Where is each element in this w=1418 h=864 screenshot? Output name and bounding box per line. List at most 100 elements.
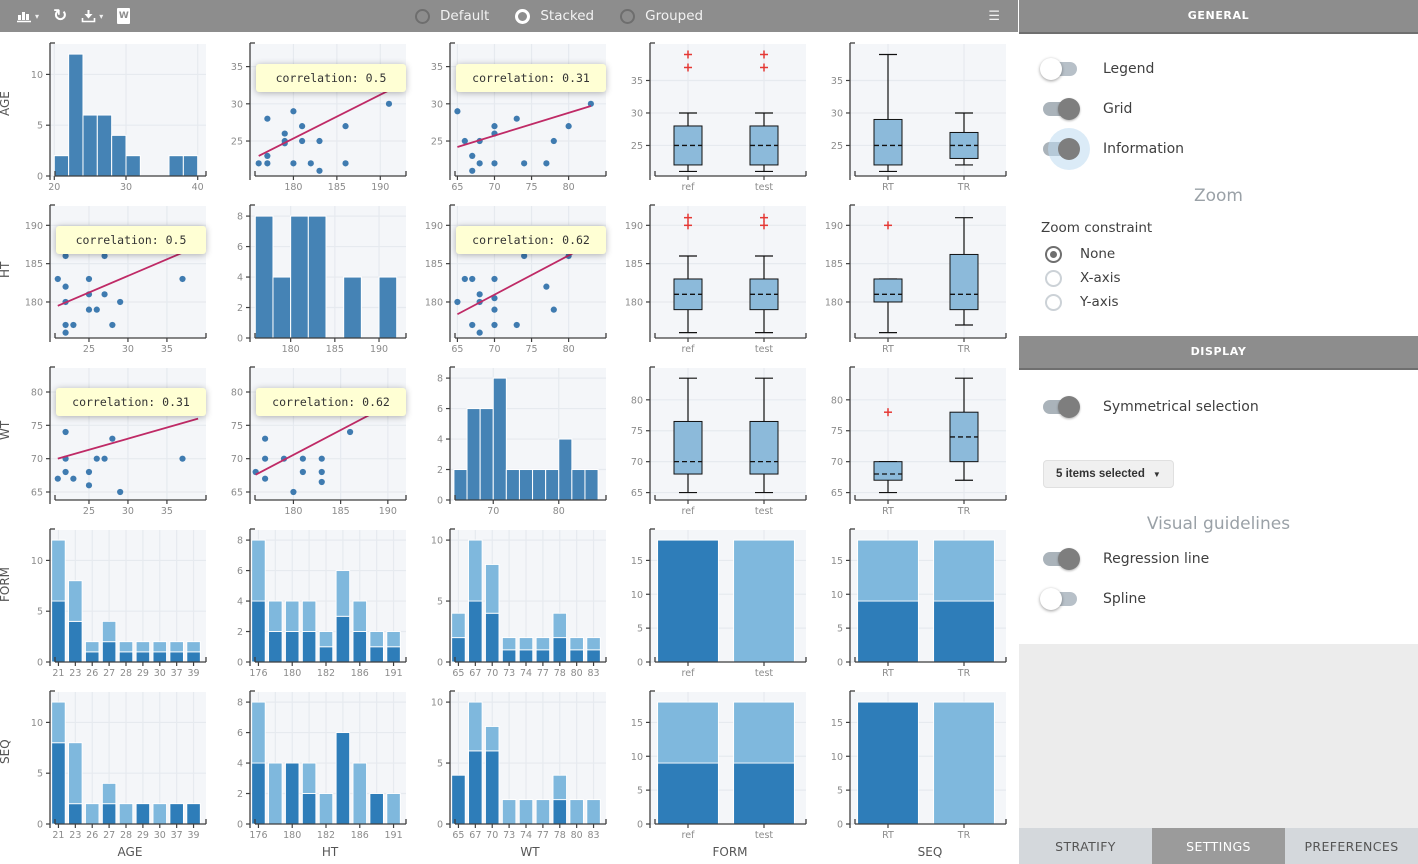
svg-text:75: 75 (526, 182, 538, 193)
plot-canvas: 0 5 10 20 30 40 (31, 42, 207, 193)
plot-form-seq[interactable]: 0 5 10 15 RT TR (814, 524, 1014, 686)
svg-text:70: 70 (231, 454, 243, 465)
svg-text:6: 6 (237, 566, 243, 577)
row-label-seq: SEQ (0, 739, 12, 764)
svg-text:176: 176 (249, 830, 267, 841)
zoom-constraint-none[interactable]: None (1019, 242, 1418, 266)
tab-preferences[interactable]: PREFERENCES (1285, 828, 1418, 864)
plot-wt-seq[interactable]: 65 70 75 80 RT TR (814, 362, 1014, 524)
svg-text:185: 185 (332, 506, 350, 517)
plot-seq-wt[interactable]: 0 5 10 65 67 70 73 74 77 78 80 83 WT (414, 686, 614, 864)
sidebar-tabs: STRATIFY SETTINGS PREFERENCES (1019, 828, 1418, 864)
svg-text:185: 185 (328, 182, 346, 193)
plot-canvas: 0 5 10 65 67 70 73 74 77 78 80 83 (431, 528, 607, 679)
plot-wt-form[interactable]: 65 70 75 80 ref test (614, 362, 814, 524)
legend-toggle[interactable] (1040, 58, 1077, 80)
plot-age-seq[interactable]: 25 30 35 RT TR (814, 38, 1014, 200)
svg-text:TR: TR (957, 668, 971, 679)
radio-circle-icon (1045, 293, 1062, 311)
plot-ht-ht[interactable]: 0 2 4 6 8 180 185 190 (214, 200, 414, 362)
svg-text:180: 180 (25, 297, 43, 308)
visual-guidelines-title: Visual guidelines (1146, 514, 1291, 534)
legend-toggle-row[interactable]: Legend (1019, 58, 1418, 80)
items-selected-dropdown[interactable]: 5 items selected ▼ (1043, 460, 1174, 488)
svg-text:70: 70 (487, 506, 499, 517)
plot-form-form[interactable]: 0 5 10 15 ref test (614, 524, 814, 686)
svg-text:10: 10 (431, 536, 443, 547)
svg-text:ref: ref (682, 668, 696, 679)
svg-text:35: 35 (231, 62, 243, 73)
plot-ht-form[interactable]: 180 185 190 ref test (614, 200, 814, 362)
svg-text:80: 80 (31, 388, 43, 399)
svg-text:190: 190 (25, 221, 43, 232)
svg-text:test: test (755, 344, 774, 355)
plot-canvas: 180 185 190 RT TR (825, 204, 1007, 355)
symmetrical-selection-toggle[interactable] (1043, 396, 1080, 418)
symmetrical-selection-toggle-row[interactable]: Symmetrical selection (1019, 396, 1418, 418)
row-label-wt: WT (0, 420, 12, 440)
tab-settings[interactable]: SETTINGS (1152, 828, 1285, 864)
plot-ht-wt[interactable]: 180 185 190 65 70 75 80 correlation: 0.62 (414, 200, 614, 362)
svg-text:25: 25 (431, 137, 443, 148)
word-export-button[interactable]: W (117, 8, 131, 24)
information-toggle-row[interactable]: Information (1019, 138, 1418, 160)
svg-text:65: 65 (631, 488, 643, 499)
radio-label: X-axis (1080, 270, 1121, 286)
tab-stratify[interactable]: STRATIFY (1019, 828, 1152, 864)
svg-text:77: 77 (537, 668, 549, 679)
radio-grouped[interactable]: Grouped (620, 8, 703, 24)
svg-text:30: 30 (154, 830, 166, 841)
plot-age-ht[interactable]: 25 30 35 180 185 190 correlation: 0.5 (214, 38, 414, 200)
radio-default[interactable]: Default (415, 8, 489, 24)
plot-seq-age[interactable]: SEQ 0 5 10 21 23 26 27 28 29 30 37 39 AGE (0, 686, 214, 864)
svg-text:30: 30 (120, 182, 132, 193)
plot-wt-age[interactable]: WT 65 70 75 80 25 30 35 correlation: 0.31 (0, 362, 214, 524)
plot-seq-form[interactable]: 0 5 10 15 ref test FORM (614, 686, 814, 864)
plot-canvas: 0 2 4 6 8 176 180 182 186 191 (237, 690, 407, 841)
grid-toggle[interactable] (1043, 98, 1080, 120)
svg-text:80: 80 (231, 388, 243, 399)
refresh-button[interactable]: ↻ (53, 7, 67, 25)
plot-age-wt[interactable]: 25 30 35 65 70 75 80 correlation: 0.31 (414, 38, 614, 200)
plot-form-age[interactable]: FORM 0 5 10 21 23 26 27 28 29 30 37 39 (0, 524, 214, 686)
svg-text:80: 80 (571, 830, 583, 841)
plot-seq-ht[interactable]: 0 2 4 6 8 176 180 182 186 191 HT (214, 686, 414, 864)
svg-text:67: 67 (469, 830, 481, 841)
spline-toggle-row[interactable]: Spline (1019, 588, 1418, 610)
svg-text:RT: RT (882, 344, 894, 355)
regression-line-toggle-row[interactable]: Regression line (1019, 548, 1418, 570)
plot-age-form[interactable]: 25 30 35 ref test (614, 38, 814, 200)
download-icon (81, 10, 96, 23)
svg-text:4: 4 (237, 759, 243, 770)
plot-wt-wt[interactable]: 0 2 4 6 8 70 80 (414, 362, 614, 524)
svg-text:ref: ref (682, 182, 696, 193)
svg-text:10: 10 (31, 556, 43, 567)
plot-seq-seq[interactable]: 0 5 10 15 RT TR SEQ (814, 686, 1014, 864)
svg-text:2: 2 (237, 789, 243, 800)
radio-circle-icon (1045, 245, 1062, 263)
plot-ht-age[interactable]: HT 180 185 190 25 30 35 correlation: 0.5 (0, 200, 214, 362)
regression-line-toggle[interactable] (1043, 548, 1080, 570)
radio-stacked[interactable]: Stacked (515, 8, 594, 24)
svg-text:21: 21 (52, 830, 64, 841)
svg-text:15: 15 (831, 556, 843, 567)
plot-form-ht[interactable]: 0 2 4 6 8 176 180 182 186 191 (214, 524, 414, 686)
svg-text:5: 5 (437, 597, 443, 608)
chart-type-button[interactable]: ▾ (16, 9, 39, 23)
plot-form-wt[interactable]: 0 5 10 65 67 70 73 74 77 78 80 83 (414, 524, 614, 686)
plot-age-age[interactable]: AGE 0 5 10 20 30 40 (0, 38, 214, 200)
grid-toggle-row[interactable]: Grid (1019, 98, 1418, 120)
svg-text:30: 30 (154, 668, 166, 679)
svg-text:0: 0 (37, 172, 43, 183)
plot-canvas: 65 70 75 80 ref test (631, 366, 807, 517)
menu-button[interactable]: ☰ (988, 8, 1000, 24)
radio-label: Stacked (540, 8, 595, 24)
information-toggle[interactable] (1043, 138, 1080, 160)
svg-text:15: 15 (631, 718, 643, 729)
plot-wt-ht[interactable]: 65 70 75 80 180 185 190 correlation: 0.62 (214, 362, 414, 524)
zoom-constraint-y-axis[interactable]: Y-axis (1019, 290, 1418, 314)
spline-toggle[interactable] (1040, 588, 1077, 610)
zoom-constraint-x-axis[interactable]: X-axis (1019, 266, 1418, 290)
download-button[interactable]: ▾ (81, 9, 103, 23)
plot-ht-seq[interactable]: 180 185 190 RT TR (814, 200, 1014, 362)
